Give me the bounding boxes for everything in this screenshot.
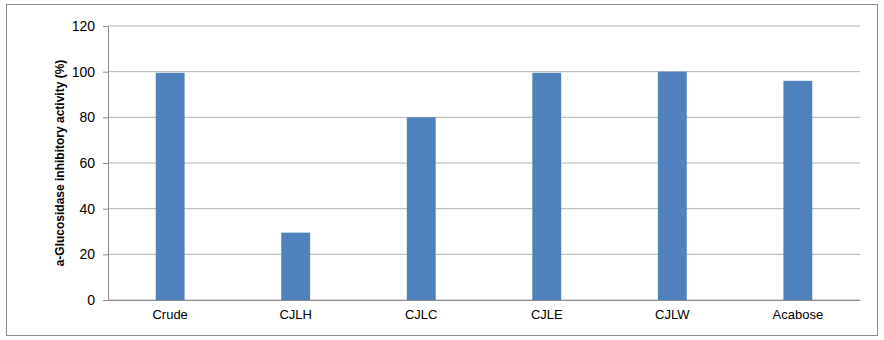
y-tick-label: 100 [72,64,96,80]
y-tick-mark [103,117,108,118]
y-tick-label: 40 [79,201,95,217]
y-tick-label: 60 [79,155,95,171]
x-tick: Acabose [773,300,824,322]
x-tick-label: CJLE [531,307,563,322]
x-tick: CJLC [405,300,438,322]
y-tick-mark [103,254,108,255]
x-tick-label: Crude [152,307,187,322]
x-axis: Crude CJLH CJLC CJLE CJLW Acabose [109,300,861,322]
y-tick: 20 [79,246,108,262]
grid-line [108,163,860,164]
bars [156,72,813,300]
y-tick-label: 120 [72,18,96,34]
bar [407,117,436,300]
x-tick: CJLW [655,300,690,322]
y-tick-mark [103,163,108,164]
y-axis: 0 20 40 60 80 100 120 [72,18,109,308]
x-tick: CJLH [279,300,312,322]
grid [108,26,860,300]
y-tick-mark [103,72,108,73]
y-tick-label: 80 [79,109,95,125]
y-tick: 60 [79,155,108,171]
grid-line [108,208,860,209]
bar [156,73,185,300]
grid-line [108,71,860,72]
y-tick: 120 [72,18,108,34]
bar [658,72,687,300]
grid-line [108,254,860,255]
y-axis-title: a-Glucosidase inhibitory activity (%) [53,60,67,267]
x-tick-label: Acabose [773,307,824,322]
y-tick: 100 [72,64,108,80]
grid-line [108,26,860,27]
y-tick-label: 0 [87,292,95,308]
chart-frame [7,5,878,336]
bar [532,73,561,300]
x-axis-line [109,300,861,301]
y-tick-mark [103,26,108,27]
x-tick: Crude [152,300,187,322]
y-tick-mark [103,209,108,210]
y-tick: 40 [79,201,108,217]
y-tick-label: 20 [79,246,95,262]
grid-line [108,300,860,301]
x-tick-label: CJLW [655,307,690,322]
bar [281,233,310,300]
bar [783,81,812,300]
x-tick: CJLE [531,300,563,322]
chart: 0 20 40 60 80 100 120 Crude CJLH CJLC CJLE CJLW Acab… [0,0,884,340]
y-tick-mark [103,300,108,301]
x-tick-label: CJLC [405,307,438,322]
y-tick: 0 [87,292,108,308]
y-tick: 80 [79,109,108,125]
plot: 0 20 40 60 80 100 120 Crude CJLH CJLC CJLE CJLW Acab… [72,18,861,322]
grid-line [108,117,860,118]
x-tick-label: CJLH [279,307,312,322]
y-axis-line [103,27,109,301]
